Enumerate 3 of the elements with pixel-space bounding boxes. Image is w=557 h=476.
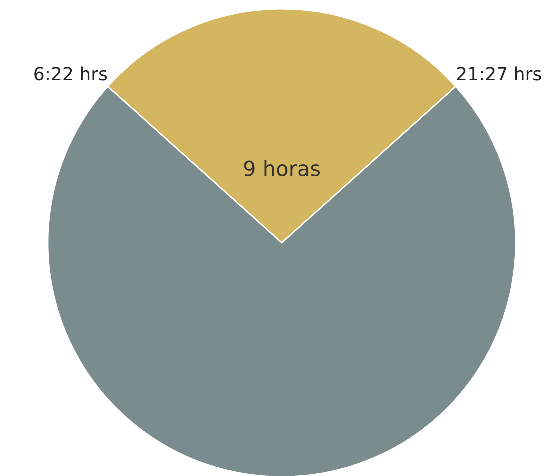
text: 21:27 hrs [457,66,542,81]
slice-label: 9 horas [244,160,320,177]
text: 6:22 hrs [34,66,108,81]
